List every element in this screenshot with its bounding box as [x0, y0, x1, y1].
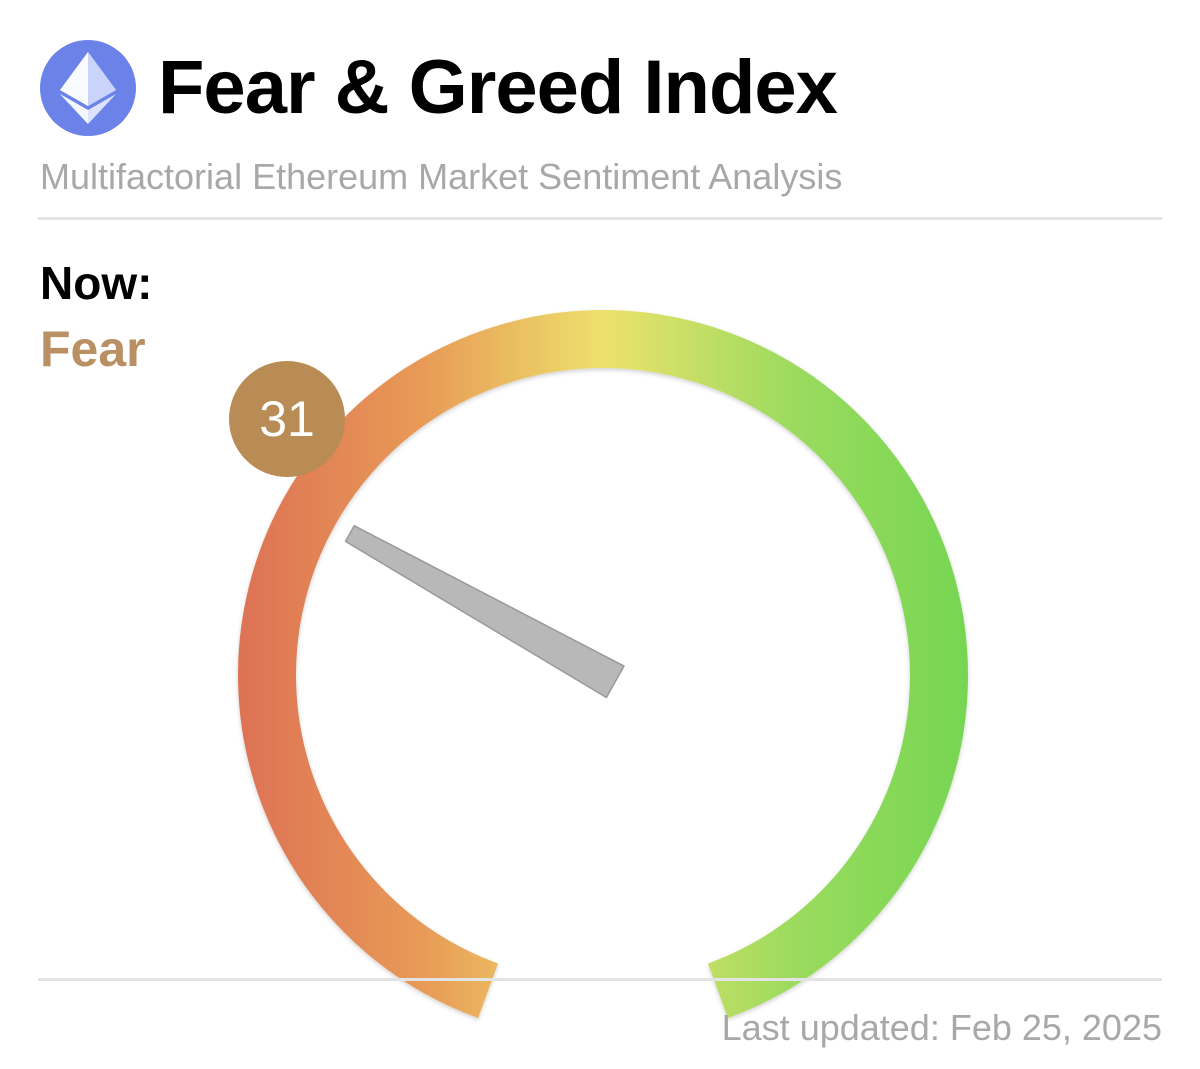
last-updated: Last updated: Feb 25, 2025 — [721, 1007, 1162, 1048]
page-subtitle: Multifactorial Ethereum Market Sentiment… — [40, 156, 843, 197]
value-badge-text: 31 — [259, 391, 315, 447]
sentiment-state: Fear — [40, 321, 146, 377]
header-divider — [38, 217, 1162, 220]
ethereum-icon — [40, 40, 136, 136]
value-badge — [229, 361, 345, 477]
header: Fear & Greed Index — [40, 40, 838, 136]
gauge-arc — [238, 310, 968, 1018]
gauge-needle — [344, 524, 625, 699]
footer-divider — [38, 978, 1162, 981]
now-label: Now: — [40, 257, 153, 309]
page-title: Fear & Greed Index — [158, 45, 838, 130]
